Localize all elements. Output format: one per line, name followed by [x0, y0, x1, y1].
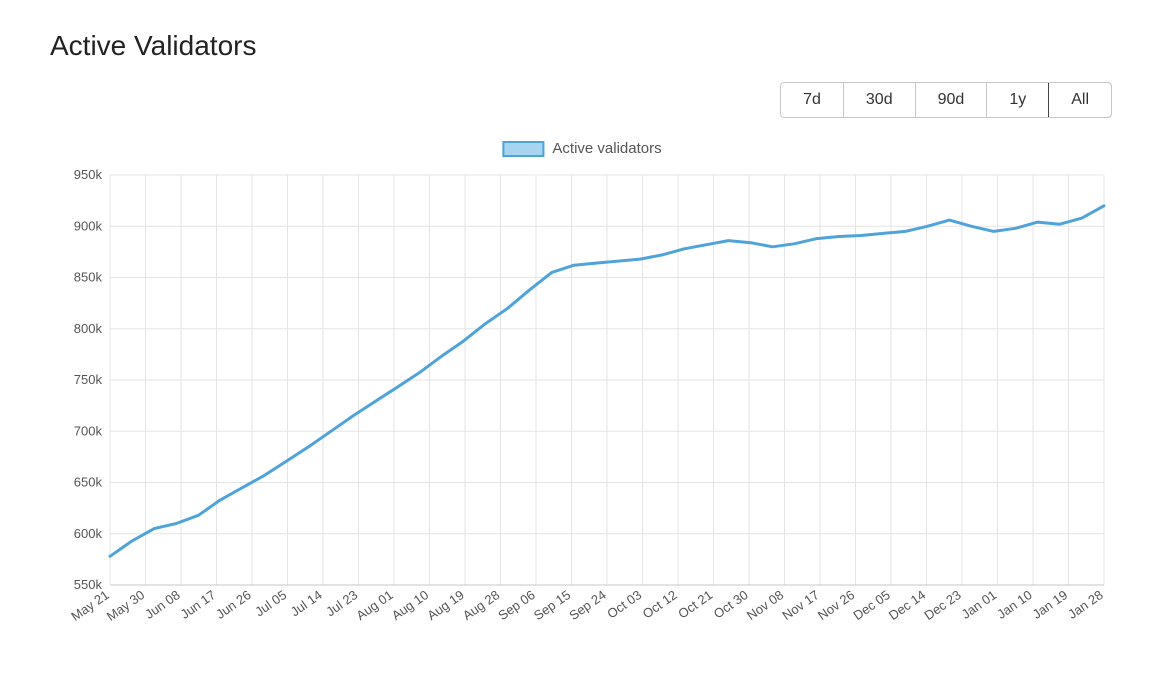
svg-text:600k: 600k — [74, 526, 103, 541]
legend-swatch — [502, 141, 544, 157]
range-btn-90d[interactable]: 90d — [916, 83, 988, 117]
svg-text:650k: 650k — [74, 475, 103, 490]
svg-text:800k: 800k — [74, 321, 103, 336]
svg-text:750k: 750k — [74, 372, 103, 387]
chart-container: Active Validators 7d 30d 90d 1y All Acti… — [0, 0, 1164, 680]
svg-text:900k: 900k — [74, 218, 103, 233]
range-btn-all[interactable]: All — [1048, 82, 1112, 118]
legend-label: Active validators — [552, 140, 661, 157]
svg-text:700k: 700k — [74, 423, 103, 438]
range-btn-7d[interactable]: 7d — [781, 83, 844, 117]
line-chart-svg: 550k600k650k700k750k800k850k900k950kMay … — [50, 165, 1114, 660]
range-btn-1y[interactable]: 1y — [987, 83, 1049, 117]
chart-area: 550k600k650k700k750k800k850k900k950kMay … — [50, 165, 1114, 660]
svg-text:850k: 850k — [74, 270, 103, 285]
legend: Active validators — [502, 140, 661, 157]
range-btn-30d[interactable]: 30d — [844, 83, 916, 117]
range-selector: 7d 30d 90d 1y All — [780, 82, 1112, 118]
page-title: Active Validators — [50, 30, 1144, 62]
svg-text:950k: 950k — [74, 167, 103, 182]
